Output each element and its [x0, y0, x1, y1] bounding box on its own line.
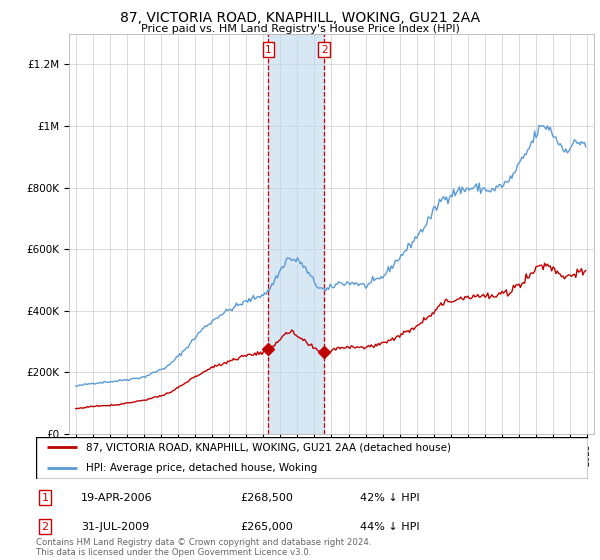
Text: 2: 2: [321, 45, 328, 55]
Text: 87, VICTORIA ROAD, KNAPHILL, WOKING, GU21 2AA: 87, VICTORIA ROAD, KNAPHILL, WOKING, GU2…: [120, 11, 480, 25]
Text: Price paid vs. HM Land Registry's House Price Index (HPI): Price paid vs. HM Land Registry's House …: [140, 24, 460, 34]
Text: HPI: Average price, detached house, Woking: HPI: Average price, detached house, Woki…: [86, 463, 317, 473]
Text: 42% ↓ HPI: 42% ↓ HPI: [360, 493, 419, 502]
Text: 19-APR-2006: 19-APR-2006: [81, 493, 152, 502]
Text: 1: 1: [41, 493, 49, 502]
Text: Contains HM Land Registry data © Crown copyright and database right 2024.
This d: Contains HM Land Registry data © Crown c…: [36, 538, 371, 557]
Text: £265,000: £265,000: [240, 522, 293, 531]
Bar: [268, 34, 325, 434]
FancyBboxPatch shape: [36, 437, 588, 479]
Text: 44% ↓ HPI: 44% ↓ HPI: [360, 522, 419, 531]
Text: 1: 1: [265, 45, 272, 55]
Text: £268,500: £268,500: [240, 493, 293, 502]
Text: 2: 2: [41, 522, 49, 531]
Text: 31-JUL-2009: 31-JUL-2009: [81, 522, 149, 531]
Text: 87, VICTORIA ROAD, KNAPHILL, WOKING, GU21 2AA (detached house): 87, VICTORIA ROAD, KNAPHILL, WOKING, GU2…: [86, 442, 451, 452]
